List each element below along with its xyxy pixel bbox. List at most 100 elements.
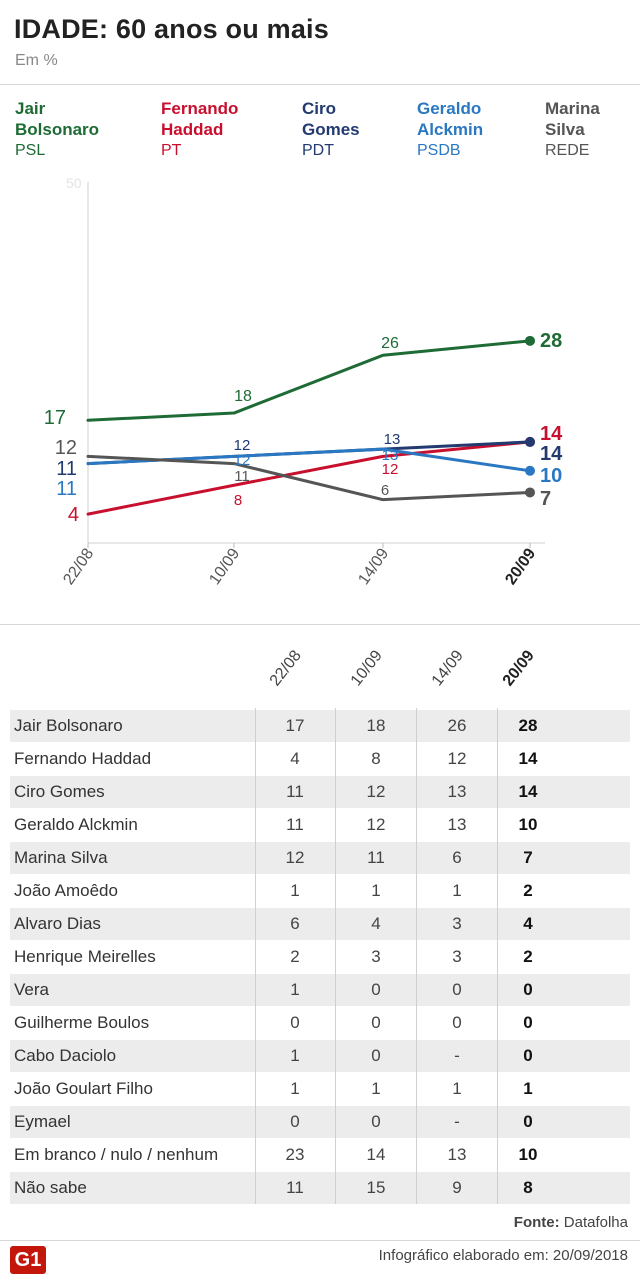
- data-label: 8: [234, 492, 242, 509]
- row-name: Cabo Daciolo: [14, 1046, 117, 1065]
- table-cell: 12: [285, 848, 305, 867]
- table-cell: 23: [285, 1145, 305, 1164]
- table-cell: 15: [366, 1178, 386, 1197]
- legend-name: Alckmin: [417, 120, 484, 139]
- legend-name: Silva: [545, 120, 585, 139]
- table-row: João Amoêdo 1 1 1 2: [10, 875, 630, 907]
- data-label: 12: [55, 437, 77, 459]
- table-cell: 4: [523, 914, 533, 933]
- row-name: Ciro Gomes: [14, 782, 105, 801]
- table-row: Henrique Meirelles 2 3 3 2: [10, 941, 630, 973]
- table-cell: 10: [518, 815, 538, 834]
- column-divider: [497, 708, 498, 1204]
- table-cell: 1: [371, 881, 381, 900]
- data-label: 12: [382, 461, 399, 478]
- data-label: 10: [540, 465, 562, 487]
- table-cell: 17: [285, 716, 305, 735]
- table-cell: 2: [523, 947, 533, 966]
- table-row: Eymael 0 0 - 0: [10, 1106, 630, 1138]
- table-cell: 3: [371, 947, 381, 966]
- table-cell: 7: [523, 848, 533, 867]
- column-divider: [416, 708, 417, 1204]
- data-label: 4: [68, 504, 79, 526]
- table-cell: 12: [447, 749, 467, 768]
- data-label: 26: [381, 335, 399, 352]
- legend-item: Jair Bolsonaro PSL: [15, 98, 133, 162]
- data-label: 14: [540, 443, 563, 465]
- legend-party: PT: [161, 142, 182, 159]
- series-end-point: [525, 487, 535, 498]
- table-cell: 28: [518, 716, 538, 735]
- table-cell: 0: [371, 1112, 381, 1131]
- table-cell: 10: [518, 1145, 538, 1164]
- data-label: 12: [234, 452, 251, 469]
- table-cell: 0: [523, 980, 533, 999]
- table-cell: 14: [518, 782, 538, 801]
- row-name: Guilherme Boulos: [14, 1013, 150, 1032]
- table-row: Guilherme Boulos 0 0 0 0: [10, 1007, 630, 1039]
- table-cell: 11: [286, 815, 304, 834]
- legend-name: Ciro: [302, 99, 336, 118]
- row-name: Vera: [14, 980, 49, 999]
- table-cell: 4: [290, 749, 300, 768]
- table-cell: 0: [290, 1112, 300, 1131]
- x-tick-label: 22/08: [60, 545, 97, 588]
- table-cell: 13: [447, 782, 467, 801]
- g1-logo: G1: [10, 1246, 46, 1274]
- table-cell: 2: [290, 947, 300, 966]
- table-cell: 1: [371, 1079, 381, 1098]
- table-row: Alvaro Dias 6 4 3 4: [10, 908, 630, 940]
- table-cell: 13: [447, 1145, 467, 1164]
- table-cell: 9: [452, 1178, 462, 1197]
- table-row: Em branco / nulo / nenhum 23 14 13 10: [10, 1139, 630, 1171]
- source-label: Fonte:: [513, 1214, 560, 1231]
- legend-name: Gomes: [302, 120, 360, 139]
- x-tick-label: 10/09: [206, 545, 243, 588]
- table-cell: 11: [286, 782, 304, 801]
- table-cell: 18: [366, 716, 386, 735]
- data-label: 28: [540, 330, 562, 352]
- table-cell: 1: [452, 1079, 462, 1098]
- data-label: 13: [384, 431, 401, 448]
- row-name: Fernando Haddad: [14, 749, 152, 768]
- table-cell: 14: [518, 749, 538, 768]
- table-cell: 26: [447, 716, 467, 735]
- table-cell: 8: [371, 749, 381, 768]
- table-cell: 8: [523, 1178, 533, 1197]
- row-name: Jair Bolsonaro: [14, 716, 123, 735]
- divider: [0, 84, 640, 85]
- table-cell: 13: [447, 815, 467, 834]
- series-line: [86, 454, 532, 502]
- series-end-point: [525, 335, 535, 346]
- table-cell: 3: [452, 947, 462, 966]
- table-cell: 0: [523, 1013, 533, 1032]
- table-cell: 4: [371, 914, 381, 933]
- page-title: IDADE: 60 anos ou mais: [14, 14, 329, 44]
- row-name: Em branco / nulo / nenhum: [14, 1145, 219, 1164]
- data-label: 7: [540, 488, 551, 510]
- divider: [0, 624, 640, 625]
- column-header: 22/08: [266, 647, 305, 690]
- table-cell: 1: [290, 1079, 300, 1098]
- legend-name: Bolsonaro: [15, 120, 100, 139]
- table-cell: 12: [366, 782, 386, 801]
- y-tick-label: 50: [66, 175, 82, 191]
- table-row: João Goulart Filho 1 1 1 1: [10, 1073, 630, 1105]
- data-label: 17: [44, 407, 66, 429]
- column-divider: [255, 708, 256, 1204]
- table-cell: 0: [290, 1013, 300, 1032]
- source-note: Fonte: Datafolha: [514, 1214, 628, 1231]
- table-cell: 0: [452, 980, 462, 999]
- table-cell: 6: [290, 914, 300, 933]
- column-header: 10/09: [347, 647, 386, 690]
- x-tick-label: 20/09: [502, 545, 539, 588]
- column-header: 20/09: [499, 647, 538, 690]
- table-row: Ciro Gomes 11 12 13 14: [10, 776, 630, 808]
- row-name: Geraldo Alckmin: [14, 815, 138, 834]
- series-end-point: [525, 465, 535, 476]
- legend-item: Geraldo Alckmin PSDB: [417, 98, 535, 162]
- table-row: Geraldo Alckmin 11 12 13 10: [10, 809, 630, 841]
- table-cell: 12: [366, 815, 386, 834]
- table-row: Fernando Haddad 4 8 12 14: [10, 743, 630, 775]
- table-cell: 2: [523, 881, 533, 900]
